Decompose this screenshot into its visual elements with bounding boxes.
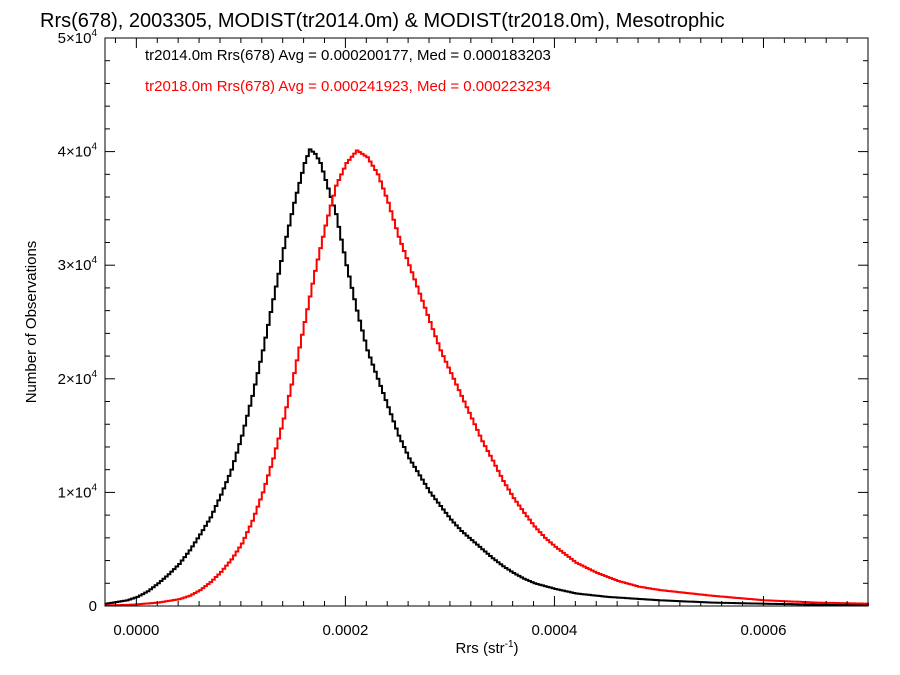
plot-layer bbox=[105, 148, 869, 607]
y-tick-label: 5×104 bbox=[58, 28, 98, 47]
plot-frame bbox=[104, 37, 869, 607]
y-tick-label: 3×104 bbox=[58, 255, 98, 274]
series-line-tr2018.0m bbox=[105, 149, 869, 607]
x-axis-label-end: ) bbox=[514, 640, 519, 657]
x-tick-label: 0.0004 bbox=[531, 622, 577, 639]
x-tick-label: 0.0000 bbox=[113, 622, 159, 639]
x-tick-label: 0.0006 bbox=[741, 622, 787, 639]
y-tick-label: 2×104 bbox=[58, 369, 98, 388]
legend-entry-tr2018: tr2018.0m Rrs(678) Avg = 0.000241923, Me… bbox=[145, 78, 551, 95]
legend-entry-tr2014: tr2014.0m Rrs(678) Avg = 0.000200177, Me… bbox=[145, 47, 551, 64]
y-tick-label: 0 bbox=[89, 598, 97, 615]
y-tick-label: 4×104 bbox=[58, 142, 98, 161]
x-tick-label: 0.0002 bbox=[322, 622, 368, 639]
axis-ticks: 0.0000 0.0002 0.0004 0.0006 0 1×104 2×104 3×104… bbox=[58, 28, 868, 639]
x-axis-label-sup: -1 bbox=[505, 639, 514, 650]
chart-title: Rrs(678), 2003305, MODIST(tr2014.0m) & M… bbox=[40, 10, 725, 32]
y-axis-label: Number of Observations bbox=[23, 241, 40, 404]
x-axis-label: Rrs (str-1) bbox=[455, 639, 518, 657]
y-tick-label: 1×104 bbox=[58, 482, 98, 501]
x-axis-label-main: Rrs (str bbox=[455, 640, 504, 657]
series-line-tr2014.0m bbox=[105, 148, 869, 607]
